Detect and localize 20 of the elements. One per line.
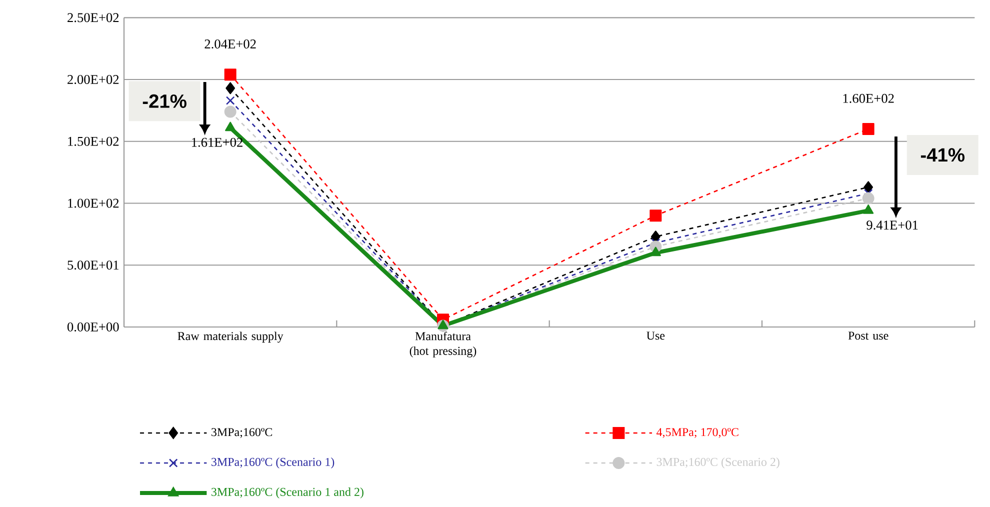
data-label: 1.61E+02 <box>192 138 242 147</box>
y-tick-label: 2.50E+02 <box>68 13 119 22</box>
text: 4,5MPa; 170,0ºC <box>656 428 738 438</box>
data-label: 1.60E+02 <box>843 94 894 103</box>
data-label: 9.41E+01 <box>866 220 918 230</box>
text: 3MPa;160ºC <box>212 428 272 438</box>
text: 3MPa;160ºC (Scenario 1) <box>212 458 334 468</box>
y-tick-label: 2.00E+02 <box>68 75 119 84</box>
y-tick-label: 1.50E+02 <box>68 136 119 146</box>
x-tick-label: Manufatura (hot pressing) <box>410 332 476 358</box>
annotation: -21% <box>142 94 186 108</box>
x-tick-label: Raw materials supply <box>178 332 284 343</box>
y-tick-label: 1.00E+02 <box>68 198 119 208</box>
annotation: -41% <box>920 148 965 162</box>
data-label: 2.04E+02 <box>204 39 256 49</box>
y-tick-label: 5.00E+01 <box>68 260 119 270</box>
x-tick-label: Post use <box>848 332 888 340</box>
x-tick-label: Use <box>646 332 665 340</box>
text: 3MPa;160ºC (Scenario 1 and 2) <box>212 488 364 498</box>
y-tick-label: 0.00E+00 <box>67 322 119 332</box>
